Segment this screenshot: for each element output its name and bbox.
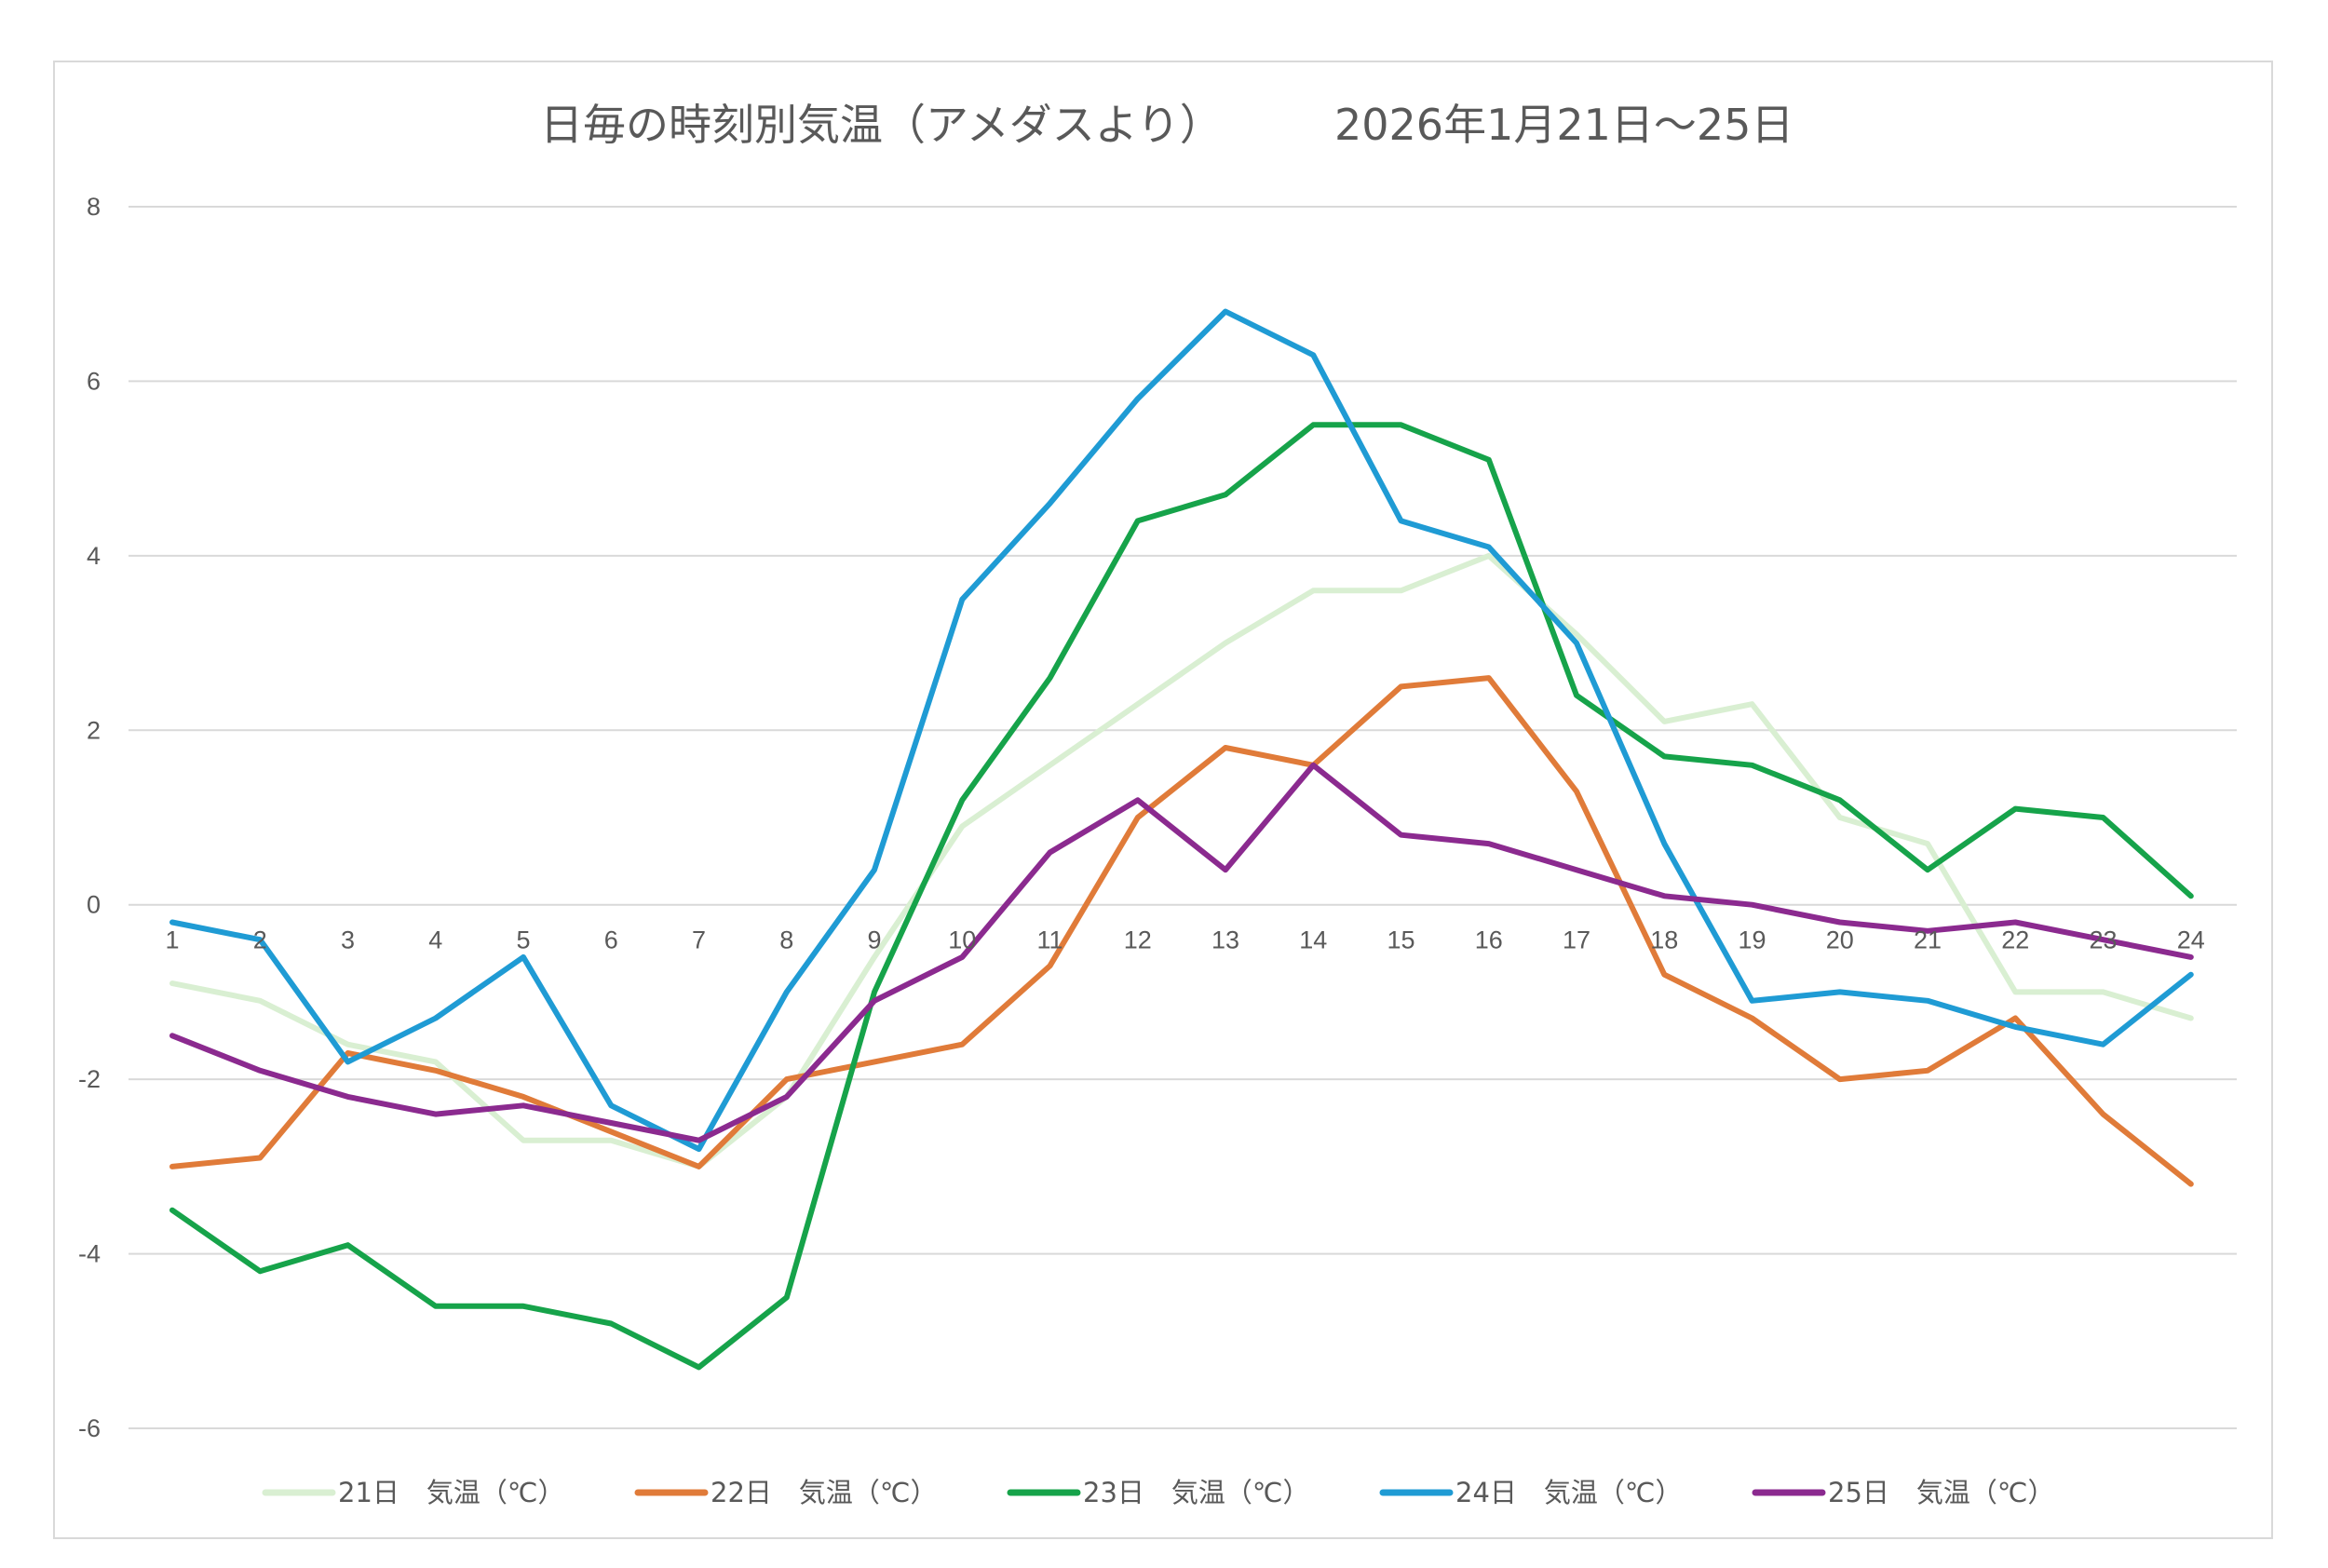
- x-tick-label: 13: [1211, 926, 1239, 954]
- series-line-3: [169, 422, 2194, 1371]
- x-tick-label: 6: [604, 926, 618, 954]
- grid-lines: [129, 206, 2237, 1429]
- y-tick-label: -4: [78, 1240, 101, 1268]
- x-tick-label: 1: [165, 926, 179, 954]
- y-tick-label: -2: [78, 1065, 101, 1093]
- x-tick-label: 3: [341, 926, 355, 954]
- x-tick-label: 2: [253, 926, 267, 954]
- chart-title: 日毎の時刻別気温（アメダスより）: [540, 100, 1223, 150]
- chart-subtitle: 2026年1月21日～25日: [1334, 100, 1793, 150]
- x-tick-label: 8: [779, 926, 793, 954]
- y-tick-label: 4: [87, 542, 101, 570]
- y-tick-label: 6: [87, 367, 101, 395]
- series-line-2: [169, 675, 2194, 1187]
- x-tick-label: 21: [1914, 926, 1942, 954]
- x-axis-ticks: 1 2 3 4 5 6 7 8 9 10 11 12 13 14 15 16 17 18 19 20 21 22 23 24: [165, 926, 2204, 954]
- legend-label-4: 24日 気温（℃）: [1455, 1477, 1682, 1508]
- x-tick-label: 7: [692, 926, 706, 954]
- x-tick-label: 19: [1738, 926, 1766, 954]
- x-tick-label: 17: [1563, 926, 1590, 954]
- x-tick-label: 11: [1036, 926, 1062, 954]
- x-tick-label: 23: [2089, 926, 2117, 954]
- x-tick-label: 18: [1650, 926, 1678, 954]
- x-tick-label: 4: [428, 926, 442, 954]
- legend-label-3: 23日 気温（℃）: [1083, 1477, 1309, 1508]
- y-tick-label: 8: [87, 193, 101, 221]
- x-tick-label: 9: [867, 926, 881, 954]
- x-tick-label: 15: [1387, 926, 1414, 954]
- series-line-4: [169, 308, 2194, 1153]
- y-tick-label: 0: [87, 891, 101, 919]
- y-axis-ticks: 8 6 4 2 0 -2 -4 -6: [78, 193, 101, 1442]
- y-tick-label: 2: [87, 716, 101, 744]
- x-tick-label: 14: [1299, 926, 1327, 954]
- series-lines: [169, 308, 2194, 1371]
- x-tick-label: 12: [1124, 926, 1152, 954]
- x-tick-label: 10: [948, 926, 976, 954]
- legend: 21日 気温（℃） 22日 気温（℃） 23日 気温（℃） 24日 気温（℃） 25日 …: [262, 1477, 2054, 1508]
- x-tick-label: 22: [2001, 926, 2029, 954]
- x-tick-label: 16: [1475, 926, 1503, 954]
- x-tick-label: 24: [2177, 926, 2205, 954]
- y-tick-label: -6: [78, 1414, 101, 1442]
- legend-label-2: 22日 気温（℃）: [711, 1477, 937, 1508]
- legend-label-1: 21日 気温（℃）: [338, 1477, 564, 1508]
- x-tick-label: 20: [1826, 926, 1854, 954]
- series-line-1: [169, 552, 2194, 1169]
- x-tick-label: 5: [516, 926, 530, 954]
- series-line-5: [169, 762, 2194, 1143]
- legend-label-5: 25日 気温（℃）: [1828, 1477, 2054, 1508]
